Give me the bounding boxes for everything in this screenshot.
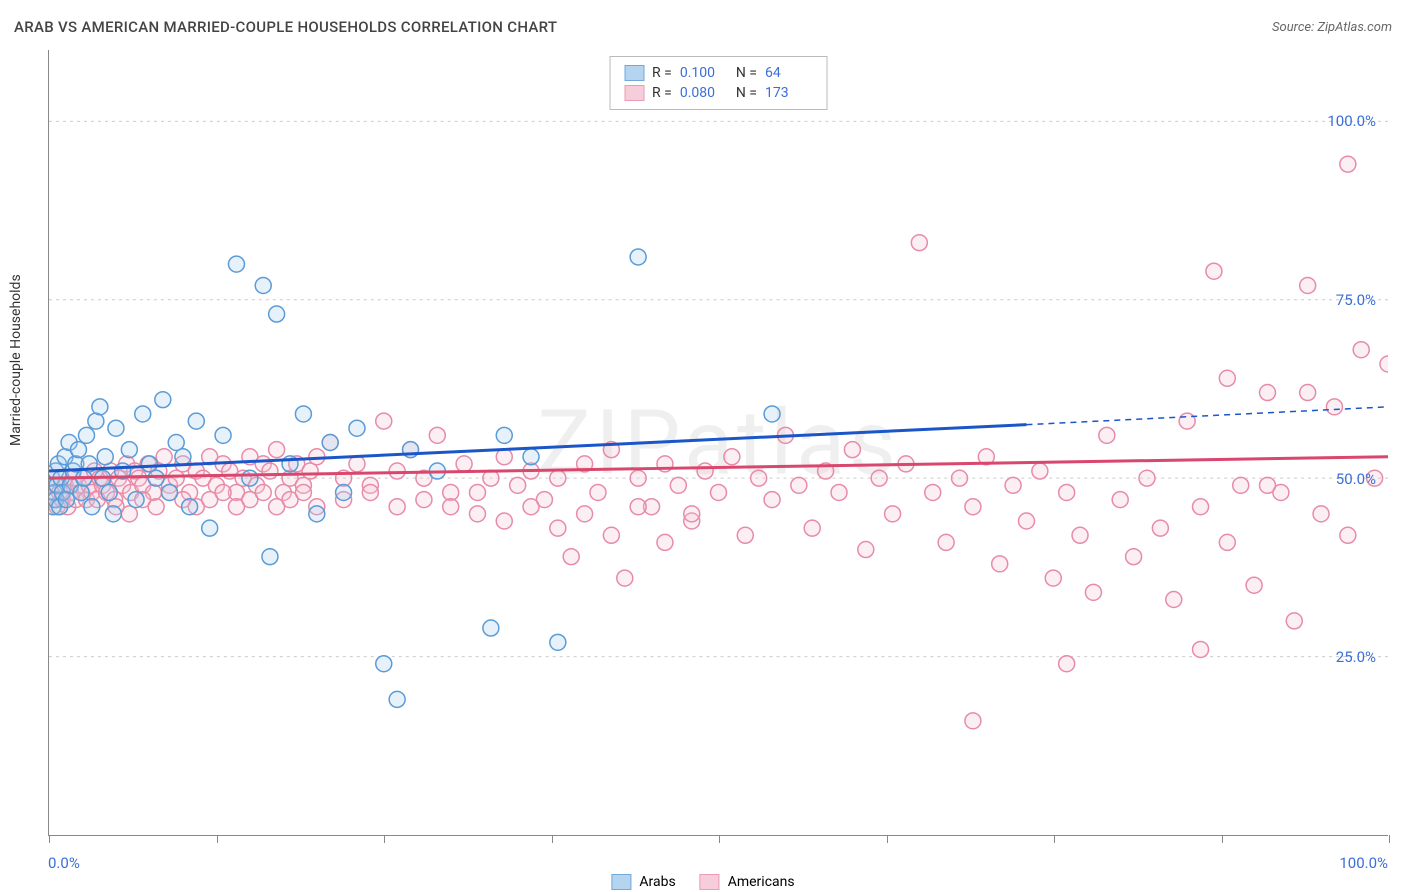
source-name: ZipAtlas.com xyxy=(1317,20,1392,35)
legend-item-arabs: Arabs xyxy=(611,874,675,890)
legend-r-label-2: R = xyxy=(652,85,672,101)
legend-n-label-2: N = xyxy=(736,85,757,101)
x-tick xyxy=(552,835,553,843)
legend-series: Arabs Americans xyxy=(611,874,794,890)
x-tick xyxy=(1054,835,1055,843)
y-tick-label: 75.0% xyxy=(1336,291,1376,309)
legend-r-label: R = xyxy=(652,65,672,81)
y-axis-label: Married-couple Households xyxy=(8,274,24,446)
y-tick-label: 100.0% xyxy=(1327,112,1376,130)
legend-arabs-n: 64 xyxy=(765,65,813,81)
legend-arabs-label: Arabs xyxy=(639,874,675,890)
x-tick xyxy=(719,835,720,843)
legend-row-americans: R = 0.080 N = 173 xyxy=(624,83,813,103)
legend-americans-n: 173 xyxy=(765,85,813,101)
legend-americans-label: Americans xyxy=(728,874,795,890)
y-tick-label: 50.0% xyxy=(1336,470,1376,488)
swatch-arabs xyxy=(624,65,644,81)
legend-n-label: N = xyxy=(736,65,757,81)
x-axis-min-label: 0.0% xyxy=(48,854,80,872)
legend-item-americans: Americans xyxy=(700,874,795,890)
swatch-americans xyxy=(624,85,644,101)
chart-header: ARAB VS AMERICAN MARRIED-COUPLE HOUSEHOL… xyxy=(14,18,1392,36)
x-tick xyxy=(1389,835,1390,843)
legend-row-arabs: R = 0.100 N = 64 xyxy=(624,63,813,83)
chart-svg xyxy=(49,50,1388,835)
x-tick xyxy=(1222,835,1223,843)
legend-correlation-box: R = 0.100 N = 64 R = 0.080 N = 173 xyxy=(609,56,828,110)
x-axis-max-label: 100.0% xyxy=(1339,854,1388,872)
source-label: Source: xyxy=(1272,20,1317,35)
plot-area: ZIPatlas 25.0%50.0%75.0%100.0% R = 0.100… xyxy=(48,50,1388,836)
swatch-arabs-icon xyxy=(611,874,631,890)
x-tick xyxy=(887,835,888,843)
source-attribution: Source: ZipAtlas.com xyxy=(1272,20,1392,35)
chart-title: ARAB VS AMERICAN MARRIED-COUPLE HOUSEHOL… xyxy=(14,18,557,36)
legend-arabs-r: 0.100 xyxy=(680,65,728,81)
y-tick-label: 25.0% xyxy=(1336,648,1376,666)
x-tick xyxy=(49,835,50,843)
x-tick xyxy=(217,835,218,843)
swatch-americans-icon xyxy=(700,874,720,890)
legend-americans-r: 0.080 xyxy=(680,85,728,101)
chart-container: ARAB VS AMERICAN MARRIED-COUPLE HOUSEHOL… xyxy=(0,0,1406,892)
x-tick xyxy=(384,835,385,843)
